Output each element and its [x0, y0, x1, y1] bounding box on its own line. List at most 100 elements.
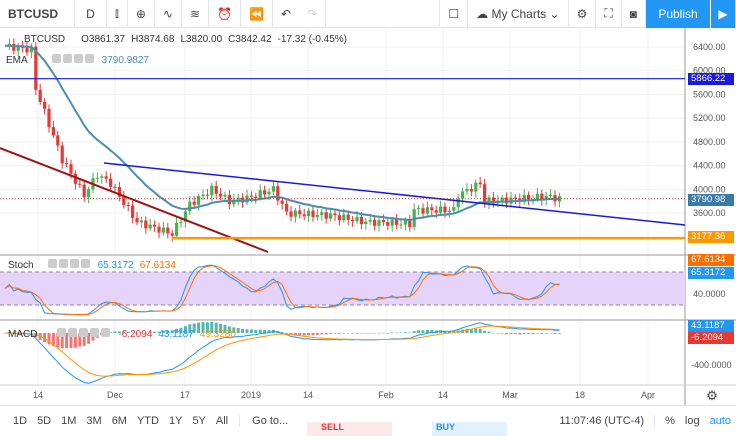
- candle-body: [390, 219, 394, 226]
- range-1m[interactable]: 1M: [61, 414, 77, 427]
- macd-histogram-bar: [126, 331, 130, 333]
- macd-histogram-bar: [170, 330, 174, 333]
- macd-histogram-bar: [131, 332, 135, 334]
- macd-histogram-bar: [60, 333, 64, 349]
- macd-histogram-bar: [82, 333, 86, 346]
- macd-histogram-bar: [65, 333, 69, 349]
- macd-histogram-bar: [214, 322, 218, 333]
- macd-histogram-bar: [329, 333, 333, 334]
- log-toggle[interactable]: log: [684, 414, 700, 427]
- interval-button[interactable]: D: [75, 0, 107, 28]
- macd-histogram-bar: [298, 333, 302, 336]
- cloud-icon: ☁: [476, 6, 492, 21]
- time-tick: 2019: [241, 390, 261, 400]
- macd-histogram-bar: [535, 333, 539, 334]
- candle-body: [557, 196, 561, 202]
- range-5y[interactable]: 5Y: [192, 414, 206, 427]
- range-all[interactable]: All: [215, 414, 229, 427]
- settings-gear-icon[interactable]: ⚙: [706, 388, 718, 403]
- ema-legend: EMA 3790.9827: [6, 54, 149, 66]
- alert-icon[interactable]: ⏰: [209, 0, 241, 28]
- publish-button[interactable]: Publish: [646, 0, 710, 28]
- range-1y[interactable]: 1Y: [168, 414, 183, 427]
- compare-icon[interactable]: ∿: [155, 0, 182, 28]
- candle-body: [399, 224, 403, 226]
- range-1d[interactable]: 1D: [13, 414, 28, 427]
- stoch-label[interactable]: Stoch: [8, 259, 34, 271]
- candle-body: [179, 221, 183, 223]
- macd-tick: -400.0000: [691, 360, 732, 370]
- time-tick: Feb: [378, 390, 394, 400]
- time-tick: Dec: [107, 390, 124, 400]
- macd-histogram-bar: [320, 333, 324, 335]
- sell-button[interactable]: SELL: [307, 422, 392, 436]
- candle-body: [73, 173, 77, 184]
- plus-circle-icon[interactable]: ⊕: [128, 0, 155, 28]
- macd-histogram-bar: [549, 333, 553, 334]
- candle-body: [157, 226, 161, 233]
- undo-icon[interactable]: ↶: [280, 6, 291, 21]
- gear-icon[interactable]: ⚙: [569, 0, 597, 28]
- candle-body: [483, 184, 487, 204]
- price-tick: 4400.00: [693, 161, 726, 171]
- candle-body: [342, 214, 346, 221]
- candles-icon[interactable]: ⫾: [107, 0, 128, 28]
- symbol-search[interactable]: BTCUSD: [0, 0, 75, 28]
- range-ytd[interactable]: YTD: [136, 414, 159, 427]
- candle-body: [403, 220, 407, 225]
- macd-histogram-bar: [245, 329, 249, 333]
- macd-histogram-bar: [421, 330, 425, 333]
- candle-body: [285, 203, 289, 212]
- candle-body: [540, 193, 544, 200]
- time-tick: Mar: [502, 390, 518, 400]
- candle-body: [258, 190, 262, 198]
- candle-body: [29, 46, 33, 53]
- goto-button[interactable]: Go to...: [239, 414, 293, 427]
- range-6m[interactable]: 6M: [111, 414, 127, 427]
- candle-body: [276, 186, 280, 201]
- macd-histogram-bar: [417, 330, 421, 333]
- candle-body: [491, 197, 495, 204]
- indicators-icon[interactable]: ≋: [182, 0, 210, 28]
- auto-toggle[interactable]: auto: [709, 414, 731, 427]
- chart-area[interactable]: 6400.00 6000.00 5600.00 5200.00 4800.00 4400.…: [0, 28, 736, 405]
- fullscreen-icon[interactable]: ⛶: [596, 0, 622, 28]
- play-icon[interactable]: ▶: [710, 0, 736, 28]
- candle-body: [126, 205, 130, 207]
- macd-histogram-bar: [487, 331, 491, 333]
- candle-body: [25, 47, 29, 53]
- macd-histogram-bar: [210, 321, 214, 333]
- camera-icon[interactable]: ◙: [622, 0, 646, 28]
- range-3m[interactable]: 3M: [86, 414, 102, 427]
- candle-body: [302, 214, 306, 217]
- stoch-k-line: [4, 264, 560, 316]
- my-charts-button[interactable]: ☁ My Charts ⌄: [468, 0, 569, 28]
- macd-histogram-bar: [236, 328, 240, 333]
- macd-histogram-bar: [359, 333, 363, 334]
- range-5d[interactable]: 5D: [37, 414, 52, 427]
- candle-body: [78, 183, 82, 185]
- ema-label[interactable]: EMA: [6, 54, 28, 66]
- blue-line-price-label: 5866.22: [688, 73, 734, 85]
- macd-histogram-bar: [219, 323, 223, 333]
- legend-symbol[interactable]: BTCUSD: [24, 34, 66, 45]
- macd-legend: MACD -6.2094 43.1187 49.3280: [8, 328, 236, 340]
- macd-label[interactable]: MACD: [8, 328, 38, 340]
- percent-toggle[interactable]: %: [665, 414, 675, 427]
- macd-histogram-bar: [293, 333, 297, 336]
- candle-body: [87, 189, 91, 198]
- buy-button[interactable]: BUY: [432, 422, 507, 436]
- macd-histogram-bar: [302, 333, 306, 336]
- candle-body: [113, 186, 117, 188]
- replay-icon[interactable]: ⏪: [241, 0, 273, 28]
- redo-icon[interactable]: ↷: [299, 0, 327, 28]
- candle-body: [214, 185, 218, 194]
- candle-body: [236, 197, 240, 200]
- clock[interactable]: 11:07:46 (UTC-4): [554, 414, 656, 427]
- candle-body: [135, 217, 139, 223]
- candle-body: [465, 189, 469, 192]
- candle-body: [549, 194, 553, 196]
- macd-histogram-bar: [337, 333, 341, 334]
- layout-icon[interactable]: ☐: [439, 0, 469, 28]
- chart-canvas[interactable]: 6400.00 6000.00 5600.00 5200.00 4800.00 4400.…: [0, 28, 736, 405]
